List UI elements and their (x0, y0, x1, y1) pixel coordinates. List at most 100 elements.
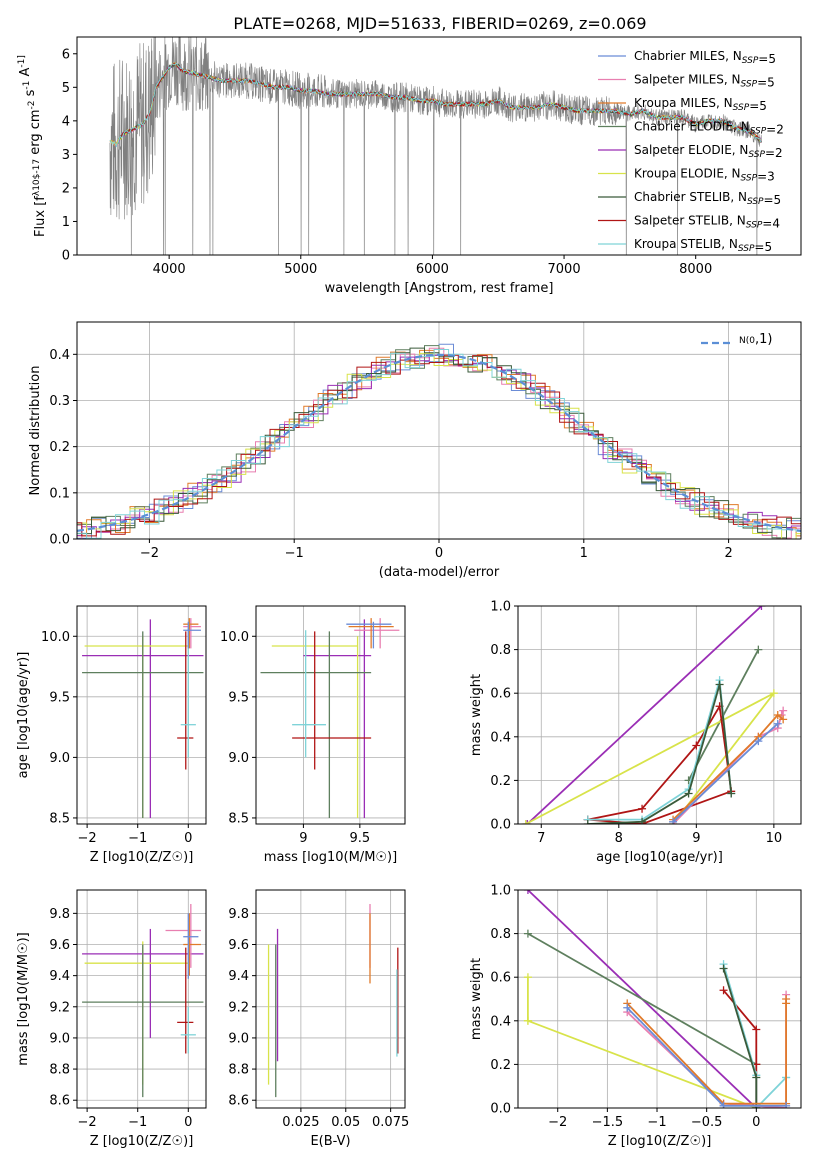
axes-frame (517, 889, 802, 1109)
weight-marker-krou_miles (779, 715, 788, 724)
y-axis-label: Normed distribution (28, 366, 43, 496)
weight-line-salp_elodie (526, 606, 763, 824)
errorbar-point-chab_miles (183, 621, 201, 649)
x-tick-label: 0 (752, 1115, 760, 1130)
x-tick-label: −1 (285, 546, 304, 561)
axes-frame (255, 889, 406, 1109)
y-tick-label: 0.2 (49, 440, 70, 455)
y-tick-label: 9.4 (228, 969, 249, 984)
plot-area (523, 890, 791, 1108)
weight-marker-chab_stelib (719, 964, 728, 973)
plot-area (77, 343, 801, 539)
errorbar-point-salp_miles (354, 618, 400, 649)
weight-line-chab_stelib (722, 968, 758, 1108)
y-axis-label: mass [log10(M/M☉)] (16, 932, 31, 1065)
x-tick-label: 0 (435, 546, 443, 561)
x-tick-label: 6000 (416, 262, 449, 277)
y-axis-label: Flux [fλ10$-17 erg cm-2 s-1 A-1] (17, 55, 48, 237)
x-tick-label: 7000 (548, 262, 581, 277)
errorbar-point-chab_elodie (82, 944, 204, 1098)
weight-marker-chab_stelib (752, 1073, 761, 1082)
weight-line-chab_elodie (527, 932, 757, 1066)
x-tick-label: 8000 (679, 262, 712, 277)
x-axis-label: E(B-V) (310, 1134, 350, 1149)
errorbar-point-chab_miles (183, 913, 199, 979)
plot-area (109, 37, 762, 255)
y-tick-label: 0.4 (490, 730, 511, 745)
y-tick-label: 0.2 (490, 774, 511, 789)
y-tick-label: 8.8 (228, 1063, 249, 1078)
y-tick-label: 9.5 (228, 690, 249, 705)
y-tick-label: 0.4 (490, 1014, 511, 1029)
x-axis-label: Z [log10(Z/Z☉)] (90, 1134, 194, 1149)
errorbar-point-chab_elodie (260, 631, 372, 818)
x-axis-label: wavelength [Angstrom, rest frame] (325, 281, 554, 296)
weight-marker-chab_miles (669, 817, 678, 824)
plot-area (521, 606, 788, 824)
weight-marker-chab_elodie (523, 929, 532, 938)
x-tick-label: 5000 (284, 262, 317, 277)
y-tick-label: 0.8 (490, 643, 511, 658)
weight-line-salp_stelib (587, 703, 733, 824)
errorbar-point-krou_miles (183, 913, 201, 976)
age-vs-metallicity-panel: −2 −1 0 8.5 9.0 9.5 10.0 Z [log10(Z/Z☉)] age [lo… (16, 605, 207, 865)
y-tick-label: 4 (62, 114, 70, 129)
y-tick-label: 0.6 (490, 971, 511, 986)
y-tick-label: 0.6 (490, 687, 511, 702)
weight-marker-krou_miles (773, 711, 782, 719)
weight-line-krou_miles (672, 713, 784, 821)
y-tick-label: 0.0 (490, 818, 511, 833)
x-axis-label: (data-model)/error (379, 565, 500, 580)
errorbar-point-krou_elodie (84, 636, 189, 818)
errorbar-point-salp_stelib (177, 947, 194, 1054)
x-tick-label: −1 (647, 1115, 666, 1130)
y-tick-label: 9.6 (228, 938, 249, 953)
y-tick-label: 8.8 (49, 1063, 70, 1078)
x-axis-label: age [log10(age/yr)] (596, 850, 723, 865)
y-tick-label: 9.0 (49, 751, 70, 766)
y-tick-label: 9.6 (49, 938, 70, 953)
weight-marker-salp_elodie (757, 606, 766, 610)
errorbar-point-salp_miles (183, 618, 201, 649)
x-tick-label: 0 (184, 831, 192, 846)
plot-area (260, 618, 400, 818)
y-tick-label: 1.0 (490, 884, 511, 899)
x-tick-label: 0.05 (331, 1115, 360, 1130)
y-tick-label: 9.2 (228, 1000, 249, 1015)
y-tick-label: 0.8 (490, 927, 511, 942)
plot-area (82, 618, 204, 818)
y-tick-label: 0.0 (490, 1102, 511, 1117)
plot-area (267, 904, 399, 1098)
errorbar-point-salp_stelib (177, 631, 194, 770)
mass-weight-vs-metallicity-panel: −2 −1.5 −1 −0.5 0 0.0 0.2 0.4 0.6 0.8 1.0 Z [log10(… (469, 884, 802, 1149)
y-tick-label: 0.4 (49, 348, 70, 363)
y-axis-label: mass weight (469, 958, 484, 1040)
weight-marker-salp_stelib (752, 1025, 761, 1034)
errorbar-point-krou_miles (348, 618, 394, 649)
y-tick-label: 10.0 (41, 630, 70, 645)
x-tick-label: −2 (140, 546, 159, 561)
y-tick-label: 8.5 (228, 811, 249, 826)
weight-marker-salp_stelib (638, 804, 647, 813)
errorbar-point-krou_elodie (84, 941, 189, 1085)
y-tick-label: 1 (62, 215, 70, 230)
weight-marker-krou_elodie (521, 820, 530, 824)
y-tick-label: 9.8 (228, 907, 249, 922)
axes-frame (76, 605, 207, 825)
weight-marker-krou_elodie (769, 689, 778, 698)
weight-marker-krou_elodie (523, 1016, 532, 1025)
y-tick-label: 9.0 (49, 1031, 70, 1046)
errorbar-point-krou_stelib (180, 630, 196, 758)
y-tick-label: 9.4 (49, 969, 70, 984)
y-tick-label: 0.0 (49, 533, 70, 548)
x-tick-label: 2 (724, 546, 732, 561)
normal-reference-curve (77, 353, 801, 532)
x-tick-label: −1 (128, 831, 147, 846)
errorbar-point-salp_stelib (292, 631, 372, 770)
x-tick-label: −1.5 (592, 1115, 624, 1130)
weight-marker-chab_stelib (583, 820, 592, 824)
mass-weight-vs-age-panel: 7 8 9 10 0.0 0.2 0.4 0.6 0.8 1.0 age [log10(age/yr… (469, 600, 802, 865)
x-tick-label: −1 (128, 1115, 147, 1130)
y-tick-label: 0 (62, 249, 70, 264)
weight-marker-salp_elodie (523, 820, 532, 824)
